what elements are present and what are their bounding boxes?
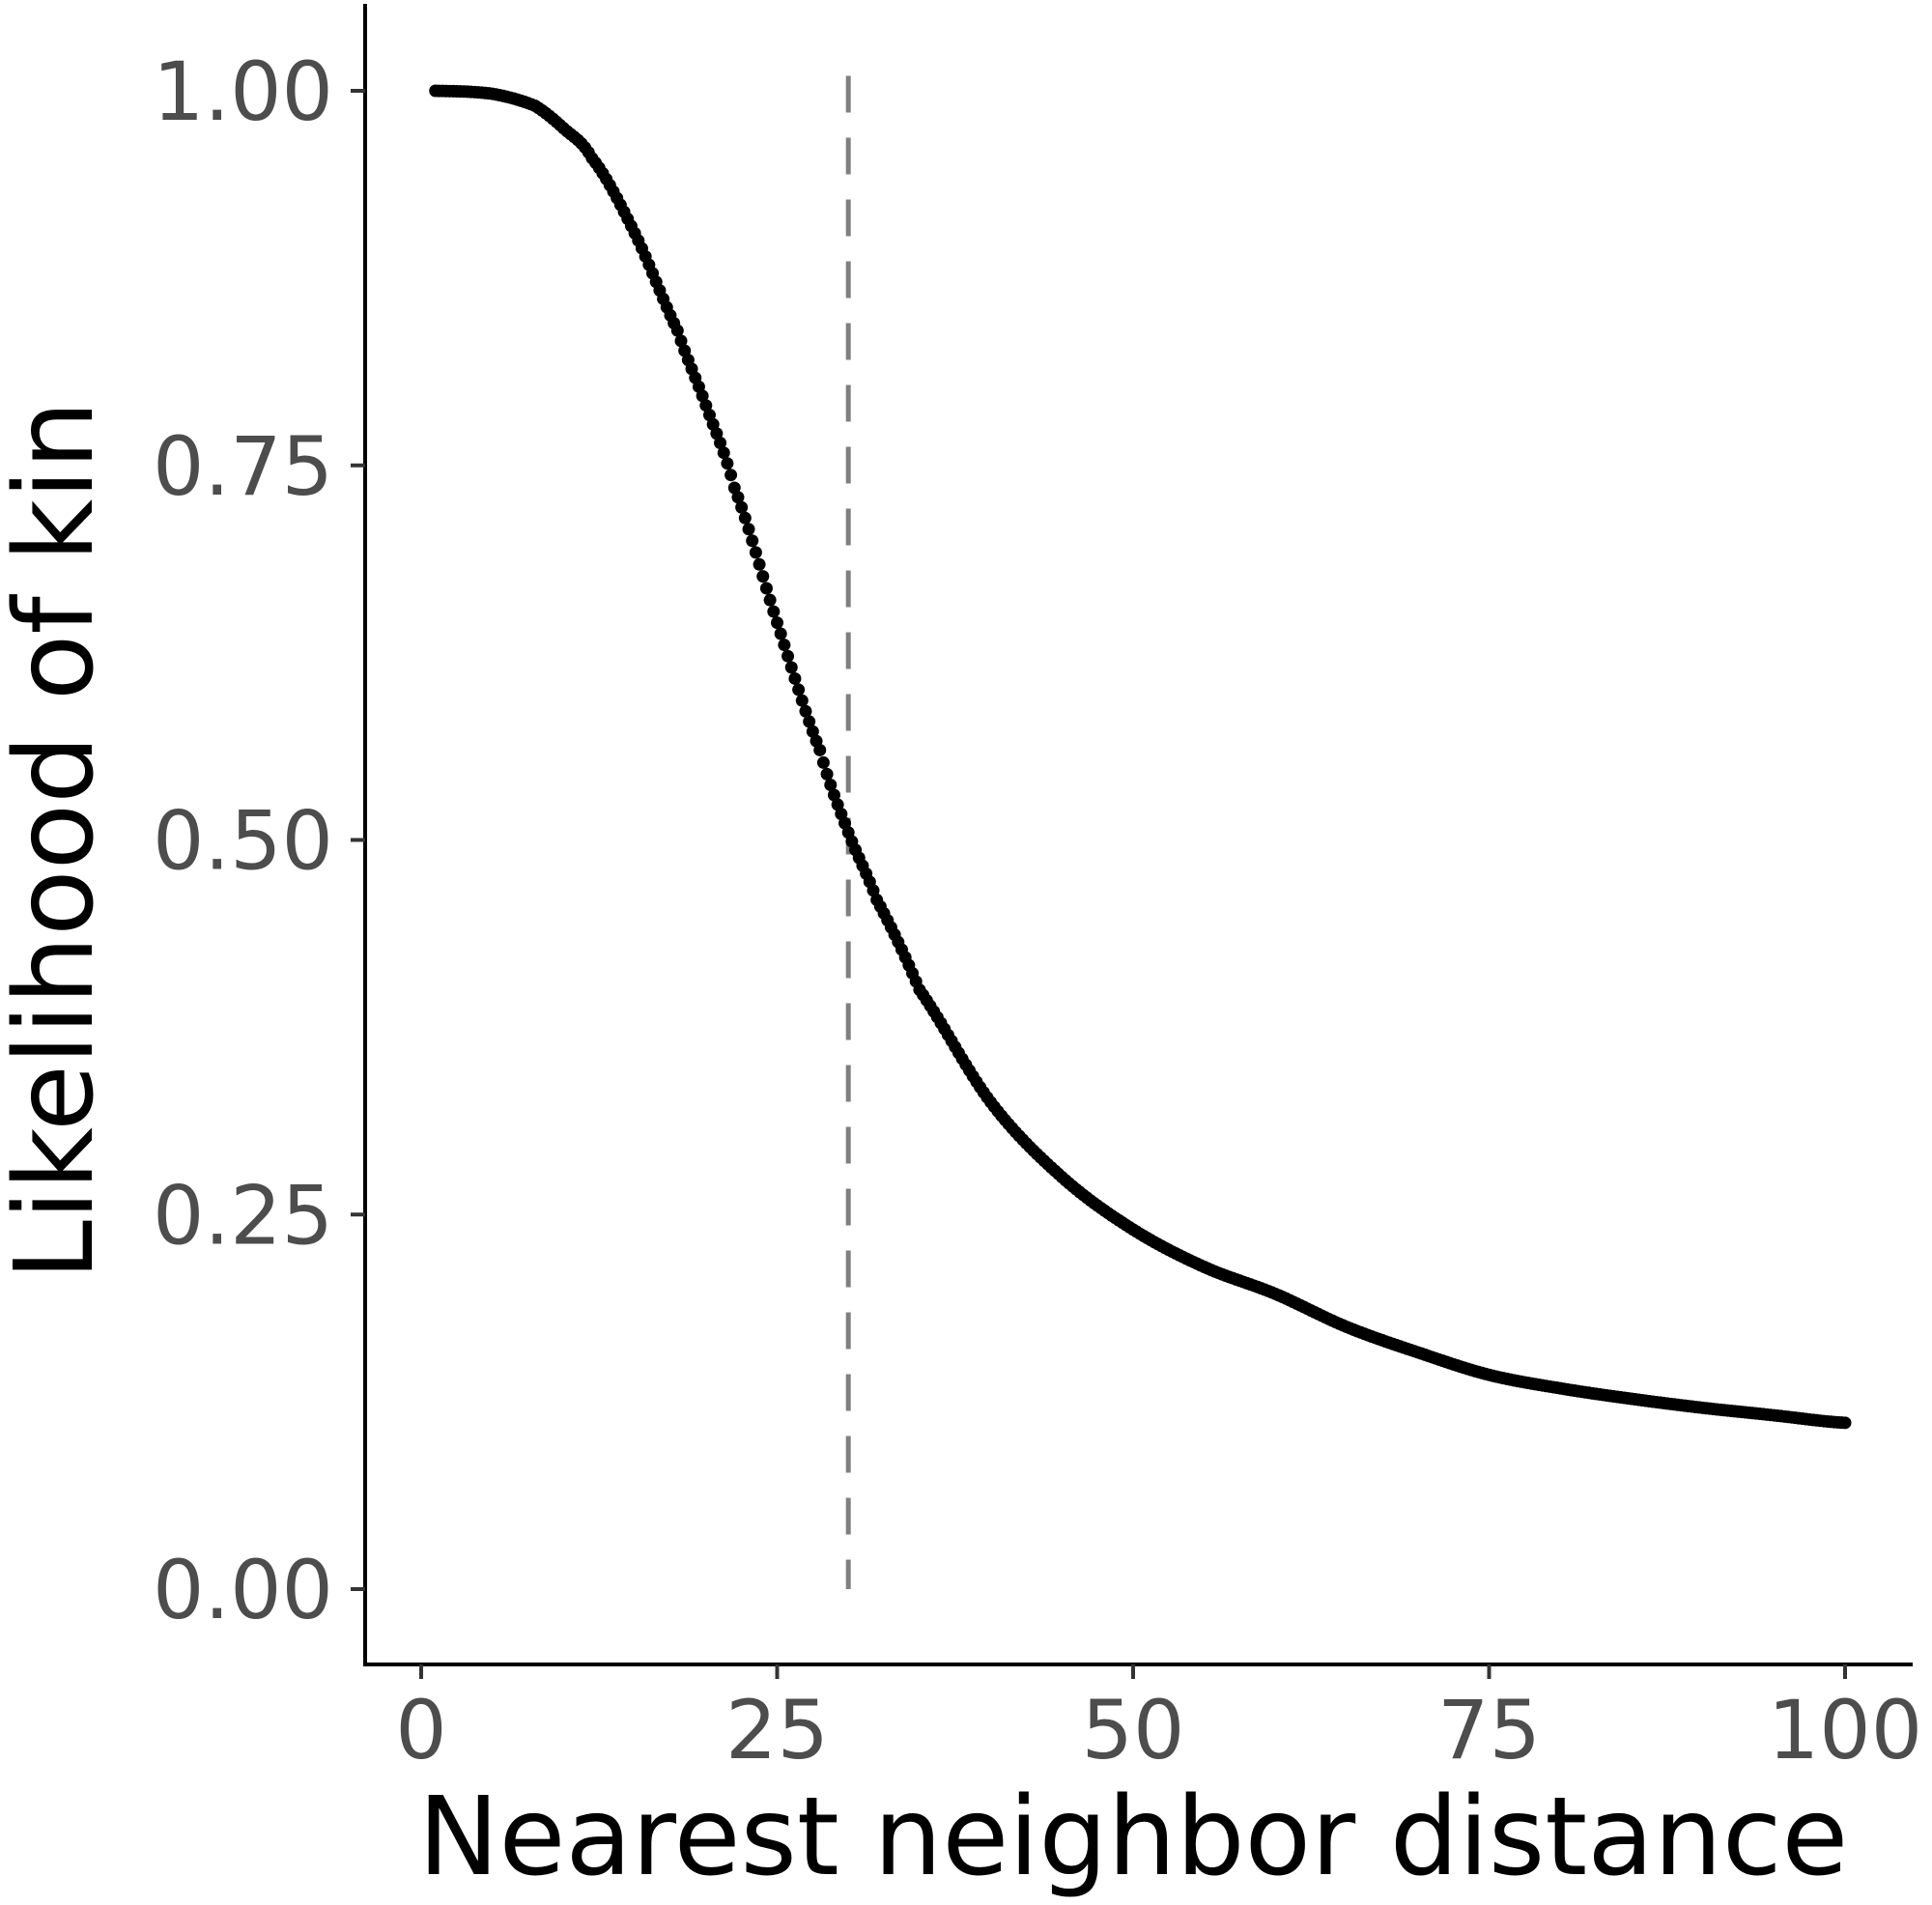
y-tick-label: 0.50: [153, 794, 333, 889]
data-point: [674, 334, 688, 348]
data-point: [771, 616, 783, 630]
data-point: [724, 469, 738, 482]
y-tick-label: 0.25: [153, 1168, 333, 1263]
data-point: [816, 755, 830, 769]
data-point: [749, 546, 762, 559]
x-tick-label: 50: [1082, 1683, 1185, 1777]
data-point: [813, 743, 827, 756]
x-axis-title: Nearest neighbor distance: [418, 1775, 1849, 1900]
data-point: [721, 457, 734, 470]
data-point: [742, 523, 755, 536]
data-point: [792, 683, 806, 697]
data-point: [806, 725, 819, 738]
y-axis-title: Likelihood of kin: [0, 401, 118, 1281]
data-point: [824, 779, 838, 792]
data-point: [738, 511, 752, 525]
data-point: [714, 436, 727, 449]
data-point: [759, 582, 773, 595]
x-tick-label: 0: [395, 1683, 446, 1777]
data-point: [778, 639, 791, 652]
axis-ticks: 0 25 50 75 100 0.00 0.25 0.50 0.75 1.00: [153, 44, 1922, 1777]
data-point: [795, 694, 809, 707]
data-point: [756, 570, 770, 583]
data-point: [670, 324, 684, 337]
data-point: [784, 661, 798, 674]
y-tick-label: 0.00: [153, 1543, 333, 1637]
data-point: [781, 649, 795, 663]
data-point: [803, 715, 816, 728]
data-point: [717, 446, 730, 460]
y-tick-label: 1.00: [153, 44, 333, 139]
data-point: [731, 491, 745, 504]
data-point: [820, 767, 834, 781]
data-point: [735, 500, 749, 514]
data-point: [799, 704, 812, 718]
data-point: [746, 534, 759, 548]
data-point: [774, 627, 787, 640]
data-point: [827, 788, 840, 802]
data-point: [788, 671, 802, 685]
plot-area: [429, 75, 1852, 1589]
x-tick-label: 25: [725, 1683, 829, 1777]
data-point: [753, 557, 766, 571]
y-tick-label: 0.75: [153, 419, 333, 514]
data-point: [1838, 1416, 1852, 1430]
data-point: [767, 605, 781, 618]
data-point: [696, 389, 709, 403]
data-point: [699, 399, 713, 412]
x-tick-label: 75: [1437, 1683, 1541, 1777]
data-point: [710, 427, 724, 441]
data-point: [763, 593, 777, 607]
x-tick-label: 100: [1768, 1683, 1922, 1777]
data-point: [727, 481, 741, 495]
